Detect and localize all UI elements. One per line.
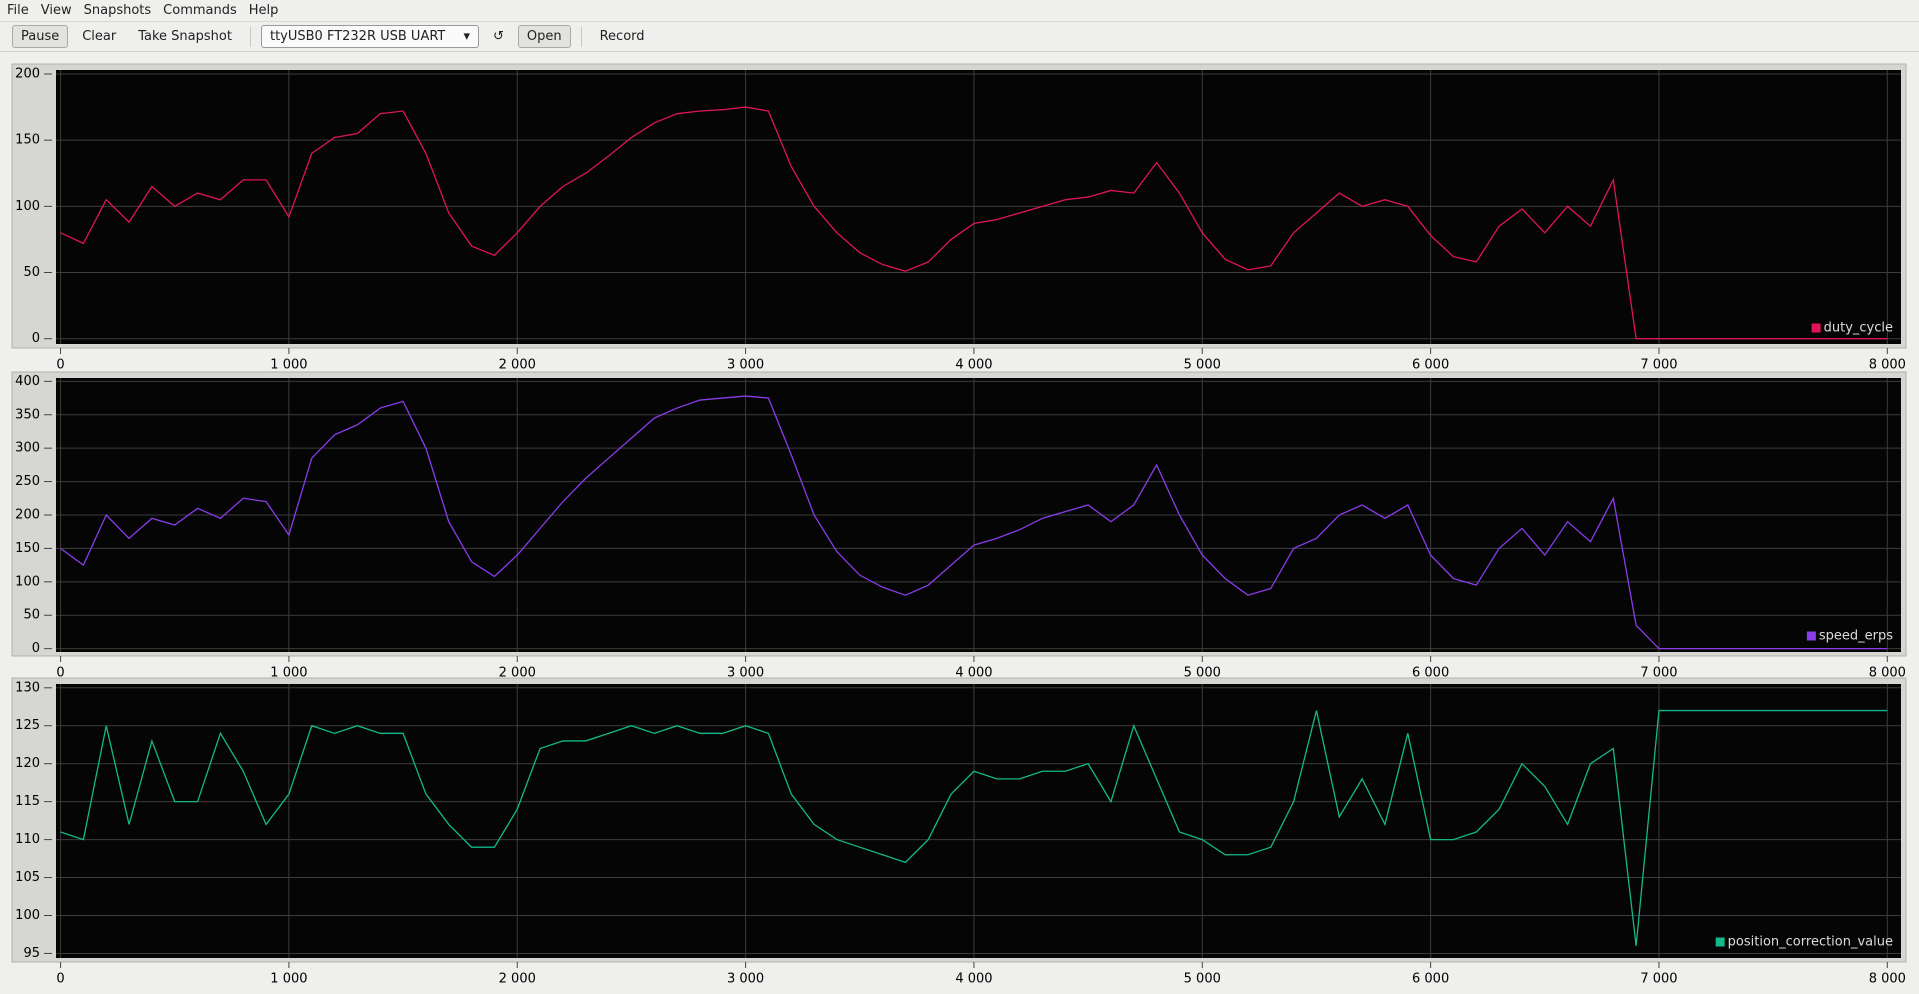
y-tick-label: 250 bbox=[15, 474, 40, 489]
x-tick-label: 4 000 bbox=[955, 666, 992, 681]
x-tick-label: 8 000 bbox=[1869, 666, 1906, 681]
separator bbox=[580, 26, 582, 47]
plot-area bbox=[56, 684, 1901, 958]
x-tick-label: 1 000 bbox=[270, 358, 307, 373]
dropdown-arrow: ▾ bbox=[463, 29, 470, 44]
x-tick-label: 2 000 bbox=[499, 358, 536, 373]
y-tick-label: 110 bbox=[15, 832, 40, 847]
menu-item[interactable]: Snapshots bbox=[83, 3, 152, 18]
x-tick-label: 2 000 bbox=[499, 666, 536, 681]
x-tick-label: 0 bbox=[56, 666, 64, 681]
data-line bbox=[60, 106, 1888, 340]
y-tick-label: 150 bbox=[15, 133, 40, 148]
y-tick-label: 50 bbox=[23, 608, 40, 623]
menu-item[interactable]: View bbox=[40, 3, 72, 18]
plots: 0 50 100 150 200 0 1 000 2 000 3 000 4 000 5 000 6 … bbox=[11, 63, 1907, 987]
y-tick-label: 120 bbox=[15, 756, 40, 771]
y-tick-label: 125 bbox=[15, 718, 40, 733]
snapshot-button[interactable]: Take Snapshot bbox=[138, 29, 232, 44]
y-tick-label: 200 bbox=[15, 508, 40, 523]
pause-button[interactable]: Pause bbox=[12, 25, 69, 48]
menu-item[interactable]: File bbox=[7, 3, 29, 18]
x-tick-label: 3 000 bbox=[727, 972, 764, 987]
y-tick-label: 105 bbox=[15, 870, 40, 885]
port-combo[interactable]: ttyUSB0 FT232R USB UART ▾ bbox=[260, 25, 479, 48]
y-tick-label: 300 bbox=[15, 441, 40, 456]
x-tick-label: 0 bbox=[56, 972, 64, 987]
x-tick-label: 5 000 bbox=[1184, 972, 1221, 987]
x-tick-label: 6 000 bbox=[1412, 972, 1449, 987]
y-tick-label: 200 bbox=[15, 66, 40, 81]
y-tick-label: 100 bbox=[15, 908, 40, 923]
y-tick-label: 50 bbox=[23, 265, 40, 280]
x-tick-label: 3 000 bbox=[727, 666, 764, 681]
x-tick-label: 7 000 bbox=[1640, 358, 1677, 373]
y-tick-label: 95 bbox=[23, 946, 40, 961]
legend-label: position_correction_value bbox=[1728, 935, 1893, 950]
x-tick-label: 8 000 bbox=[1869, 972, 1906, 987]
x-tick-label: 1 000 bbox=[270, 972, 307, 987]
y-tick-label: 100 bbox=[15, 199, 40, 214]
x-tick-label: 6 000 bbox=[1412, 666, 1449, 681]
legend-label: duty_cycle bbox=[1824, 321, 1893, 336]
data-line bbox=[60, 709, 1888, 946]
plot-area bbox=[56, 70, 1901, 344]
y-tick-label: 130 bbox=[15, 680, 40, 695]
x-tick-label: 2 000 bbox=[499, 972, 536, 987]
menu-item[interactable]: Help bbox=[248, 3, 279, 18]
x-tick-label: 3 000 bbox=[727, 358, 764, 373]
x-tick-label: 7 000 bbox=[1640, 666, 1677, 681]
record-button[interactable]: Record bbox=[599, 29, 645, 44]
x-tick-label: 6 000 bbox=[1412, 358, 1449, 373]
separator bbox=[249, 26, 251, 47]
open-button[interactable]: Open bbox=[517, 25, 571, 48]
x-tick-label: 4 000 bbox=[955, 972, 992, 987]
legend-swatch bbox=[1715, 937, 1725, 947]
y-tick-label: 0 bbox=[32, 641, 40, 656]
x-tick-label: 8 000 bbox=[1869, 358, 1906, 373]
legend-swatch bbox=[1811, 323, 1821, 333]
menu-bar: File View Snapshots Commands Help bbox=[0, 0, 1919, 22]
y-tick-label: 0 bbox=[32, 331, 40, 346]
x-tick-label: 5 000 bbox=[1184, 666, 1221, 681]
y-tick-label: 115 bbox=[15, 794, 40, 809]
port-label: ttyUSB0 FT232R USB UART bbox=[269, 29, 446, 44]
toolbar: Pause Clear Take Snapshot ttyUSB0 FT232R… bbox=[0, 22, 1919, 52]
clear-button[interactable]: Clear bbox=[82, 29, 117, 44]
x-tick-label: 0 bbox=[56, 358, 64, 373]
x-tick-label: 5 000 bbox=[1184, 358, 1221, 373]
y-tick-label: 100 bbox=[15, 574, 40, 589]
y-tick-label: 350 bbox=[15, 407, 40, 422]
x-tick-label: 4 000 bbox=[955, 358, 992, 373]
legend-swatch bbox=[1806, 631, 1816, 641]
x-tick-label: 7 000 bbox=[1640, 972, 1677, 987]
data-line bbox=[60, 395, 1888, 650]
x-tick-label: 1 000 bbox=[270, 666, 307, 681]
refresh-button[interactable]: ↺ bbox=[492, 29, 504, 44]
menu-item[interactable]: Commands bbox=[163, 3, 237, 18]
y-tick-label: 150 bbox=[15, 541, 40, 556]
legend-label: speed_erps bbox=[1819, 629, 1893, 644]
y-tick-label: 400 bbox=[15, 374, 40, 389]
